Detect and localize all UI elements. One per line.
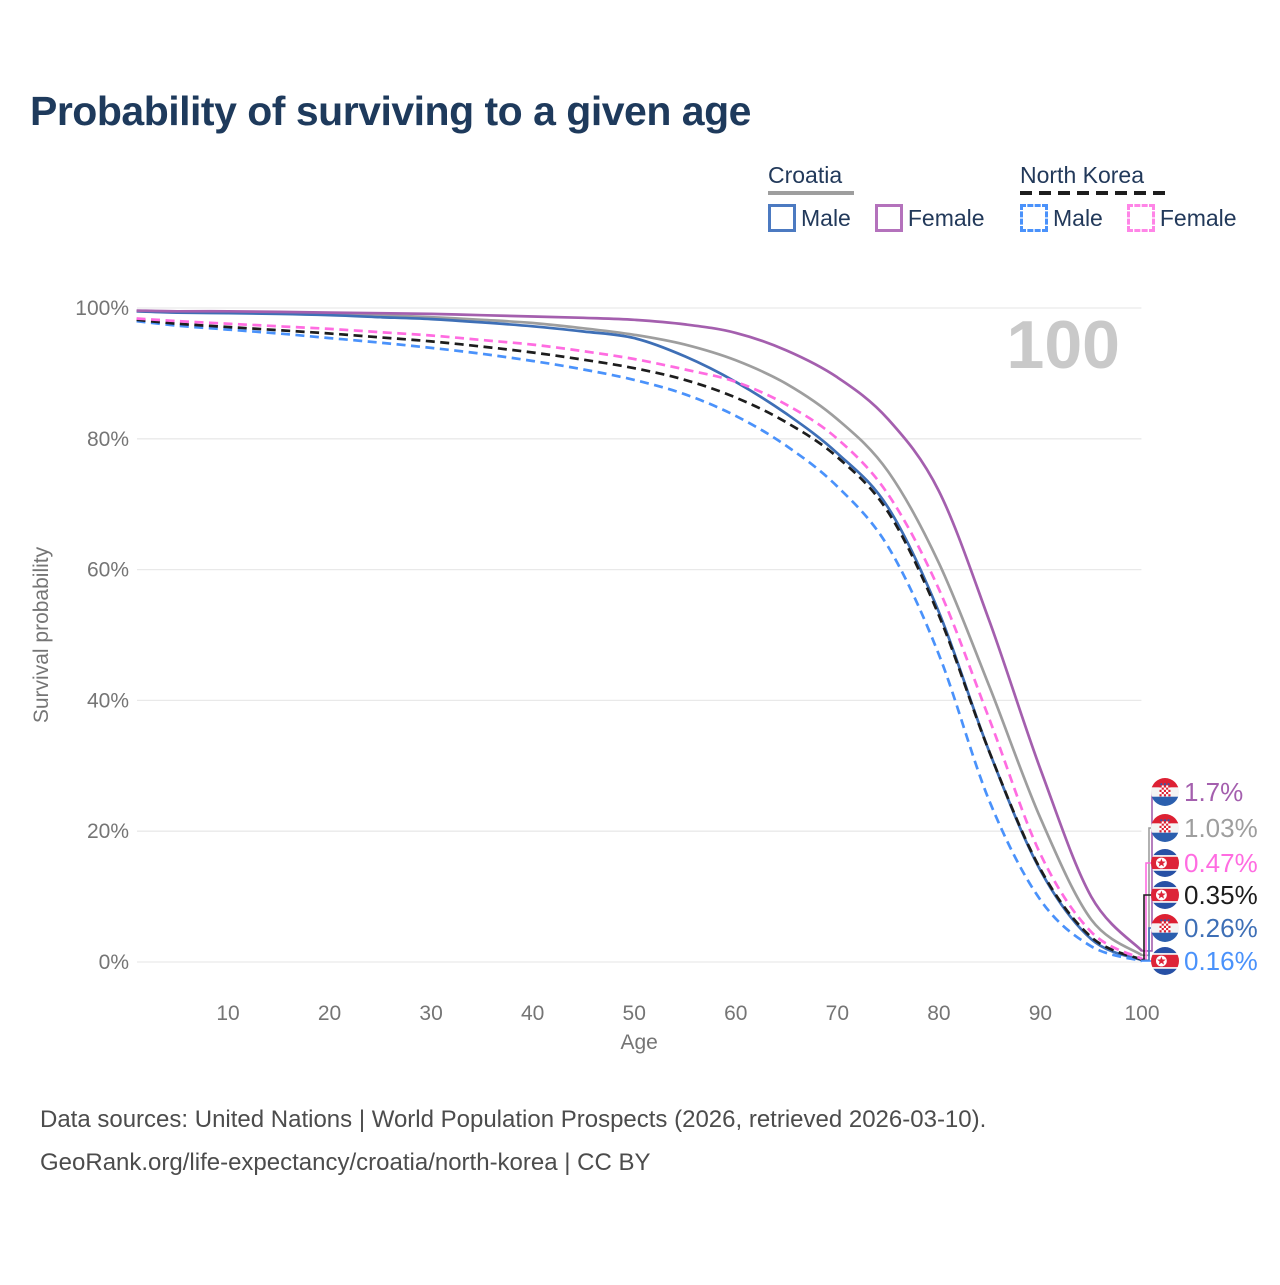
x-tick-60: 60	[724, 1002, 747, 1025]
x-tick-40: 40	[521, 1002, 544, 1025]
end-label-value-croatia-all: 1.03%	[1184, 813, 1258, 843]
nk-female-swatch-icon[interactable]	[1126, 204, 1155, 232]
croatia-male-swatch-icon[interactable]	[768, 204, 796, 232]
series-line-croatia-all[interactable]	[136, 309, 1143, 957]
series-line-croatia-male[interactable]	[136, 309, 1143, 962]
legend-item-croatia-female[interactable]: Female	[907, 204, 985, 231]
series-line-nk-female[interactable]	[136, 317, 1143, 961]
legend-country-north-korea: North Korea	[1020, 162, 1145, 188]
croatia-line-sample	[768, 191, 854, 195]
y-tick-60%: 60%	[87, 559, 129, 582]
croatia-female-swatch-icon[interactable]	[874, 204, 903, 232]
series-line-croatia-female[interactable]	[136, 309, 1143, 952]
y-tick-100%: 100%	[75, 297, 129, 320]
y-tick-40%: 40%	[87, 689, 129, 712]
north-korea-flag-icon	[1151, 947, 1179, 975]
footer-data-sources: Data sources: United Nations | World Pop…	[40, 1106, 987, 1133]
y-axis-label: Survival probability	[30, 546, 53, 723]
north-korea-line-sample	[1020, 191, 1166, 195]
x-tick-100: 100	[1124, 1002, 1159, 1025]
page-title: Probability of surviving to a given age	[30, 88, 751, 134]
end-label-value-nk-all: 0.35%	[1184, 880, 1258, 910]
age-watermark: 100	[1007, 307, 1120, 383]
end-label-value-croatia-female: 1.7%	[1184, 777, 1243, 807]
croatia-flag-icon	[1151, 814, 1179, 842]
x-tick-50: 50	[623, 1002, 646, 1025]
y-tick-0%: 0%	[99, 951, 129, 974]
x-tick-80: 80	[927, 1002, 950, 1025]
end-label-value-croatia-male: 0.26%	[1184, 913, 1258, 943]
legend-item-croatia-male[interactable]: Male	[801, 204, 851, 231]
legend-item-nk-female[interactable]: Female	[1159, 204, 1237, 231]
north-korea-flag-icon	[1151, 849, 1179, 877]
y-tick-80%: 80%	[87, 428, 129, 451]
x-tick-70: 70	[826, 1002, 849, 1025]
footer-attribution: GeoRank.org/life-expectancy/croatia/nort…	[40, 1149, 651, 1176]
legend-group-north-korea: North Korea Male Female	[1020, 163, 1261, 232]
x-tick-90: 90	[1029, 1002, 1052, 1025]
croatia-flag-icon	[1151, 914, 1179, 942]
footer: Data sources: United Nations | World Pop…	[40, 1106, 986, 1192]
x-tick-10: 10	[216, 1002, 239, 1025]
legend-item-nk-male[interactable]: Male	[1053, 204, 1103, 231]
legend-group-croatia: Croatia Male Female	[768, 163, 1009, 232]
x-tick-30: 30	[419, 1002, 442, 1025]
legend-country-croatia: Croatia	[768, 162, 843, 188]
north-korea-flag-icon	[1151, 881, 1179, 909]
x-axis-label: Age	[621, 1031, 658, 1054]
croatia-flag-icon	[1151, 778, 1179, 806]
series-line-nk-all[interactable]	[136, 318, 1143, 961]
nk-male-swatch-icon[interactable]	[1020, 204, 1048, 232]
end-label-value-nk-female: 0.47%	[1184, 848, 1258, 878]
x-tick-20: 20	[318, 1002, 341, 1025]
y-tick-20%: 20%	[87, 820, 129, 843]
series-line-nk-male[interactable]	[136, 319, 1143, 963]
end-label-value-nk-male: 0.16%	[1184, 946, 1258, 976]
